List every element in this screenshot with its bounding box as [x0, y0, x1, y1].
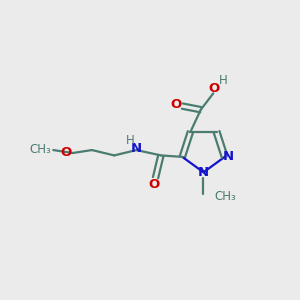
- Text: N: N: [223, 150, 234, 163]
- Text: N: N: [198, 166, 209, 179]
- Text: O: O: [170, 98, 182, 111]
- Text: H: H: [218, 74, 227, 87]
- Text: H: H: [126, 134, 135, 147]
- Text: CH₃: CH₃: [215, 190, 236, 202]
- Text: O: O: [61, 146, 72, 159]
- Text: O: O: [209, 82, 220, 95]
- Text: O: O: [149, 178, 160, 191]
- Text: N: N: [130, 142, 142, 155]
- Text: CH₃: CH₃: [29, 143, 51, 156]
